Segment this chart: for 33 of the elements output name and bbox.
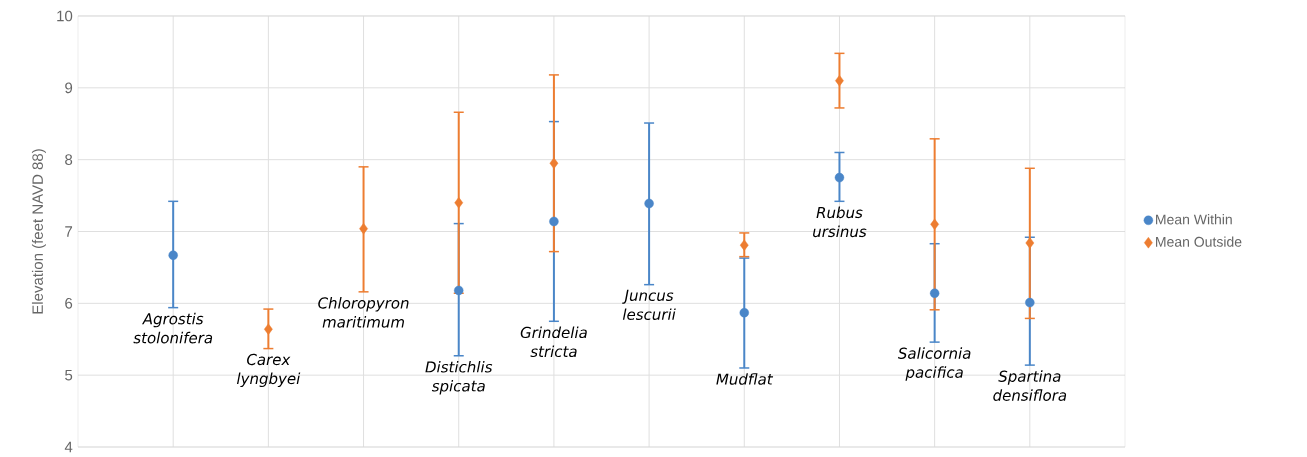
x-tick-label: Mudflat: [716, 373, 774, 385]
x-tick-label: Salicornia pacifica: [897, 347, 971, 381]
y-tick-label: 10: [57, 10, 73, 22]
point: [739, 239, 749, 251]
point: [168, 250, 178, 260]
y-tick-label: 7: [65, 226, 73, 237]
point: [264, 323, 273, 335]
y-tick-label: 6: [65, 298, 73, 309]
point: [454, 197, 464, 209]
x-tick-label: Grindelia stricta: [520, 326, 587, 358]
x-tick-label: Rubus ursinus: [813, 206, 867, 238]
point: [739, 307, 749, 318]
y-tick-label: 8: [65, 154, 73, 165]
y-axis-title: Elevation (feet NAVD 88): [31, 149, 46, 314]
point: [1025, 297, 1035, 308]
point: [644, 198, 654, 209]
x-tick-label: Juncus lescurii: [622, 289, 676, 321]
point: [549, 216, 559, 227]
x-tick-label: Spartina densiflora: [993, 370, 1067, 401]
legend-label: Mean Within: [1156, 214, 1232, 225]
x-tick-label: Carex lyngbyei: [236, 353, 301, 388]
y-tick-label: 9: [65, 82, 73, 94]
x-tick-label: Distichlis spicata: [425, 360, 493, 395]
x-tick-label: Agrostis stolonifera: [133, 312, 213, 344]
y-tick-label: 5: [65, 369, 73, 381]
point: [1025, 237, 1035, 249]
point: [929, 288, 940, 298]
y-tick-label: 4: [64, 441, 73, 453]
point: [454, 285, 464, 296]
point: [834, 172, 845, 183]
point: [549, 157, 559, 169]
x-tick-label: Chloropyron maritimum: [318, 297, 409, 328]
legend-label: Mean Outside: [1156, 236, 1242, 247]
